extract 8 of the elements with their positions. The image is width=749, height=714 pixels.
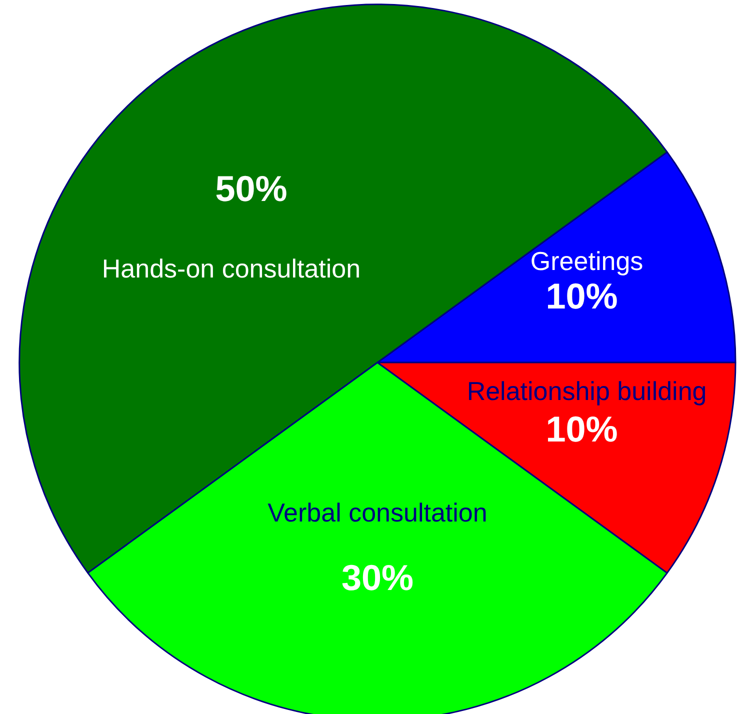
data-label: 10%	[546, 408, 618, 450]
data-label: 10%	[546, 276, 618, 317]
slice-label: Verbal consultation	[268, 497, 488, 528]
slice-label: Hands-on consultation	[102, 254, 361, 284]
slice-label: Relationship building	[466, 376, 707, 406]
slice-label: Greetings	[530, 246, 644, 276]
data-label: 50%	[215, 168, 288, 210]
data-label: 30%	[341, 556, 414, 598]
